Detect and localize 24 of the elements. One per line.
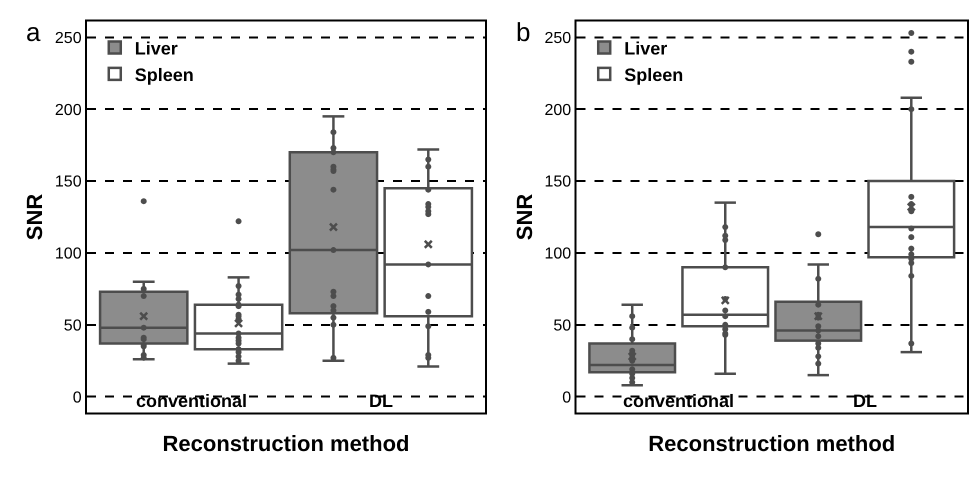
y-axis-title: SNR — [512, 194, 537, 240]
y-tick-label: 200 — [54, 102, 82, 119]
y-tick-label: 0 — [72, 389, 82, 406]
x-axis-title: Reconstruction method — [648, 430, 896, 456]
y-tick-label: 50 — [64, 317, 82, 334]
x-axis-title: Reconstruction method — [162, 430, 410, 456]
y-tick-label: 150 — [544, 174, 572, 191]
y-tick-label: 150 — [54, 174, 82, 191]
legend-label: Liver — [624, 38, 668, 59]
y-tick-label: 50 — [553, 317, 572, 334]
y-tick-label: 250 — [544, 30, 572, 47]
text: b — [516, 17, 530, 47]
text: a — [26, 17, 41, 47]
legend-label: Liver — [134, 38, 178, 59]
x-tick-label: conventional — [623, 391, 734, 411]
y-axis-title: SNR — [22, 194, 48, 240]
x-tick-label: conventional — [136, 391, 248, 411]
y-tick-label: 0 — [562, 389, 572, 406]
y-tick-label: 200 — [544, 102, 572, 119]
y-tick-label: 100 — [544, 246, 572, 263]
legend-label: Spleen — [134, 64, 194, 85]
legend-label: Spleen — [624, 64, 684, 85]
y-tick-label: 100 — [54, 246, 82, 263]
y-tick-label: 250 — [54, 30, 82, 47]
